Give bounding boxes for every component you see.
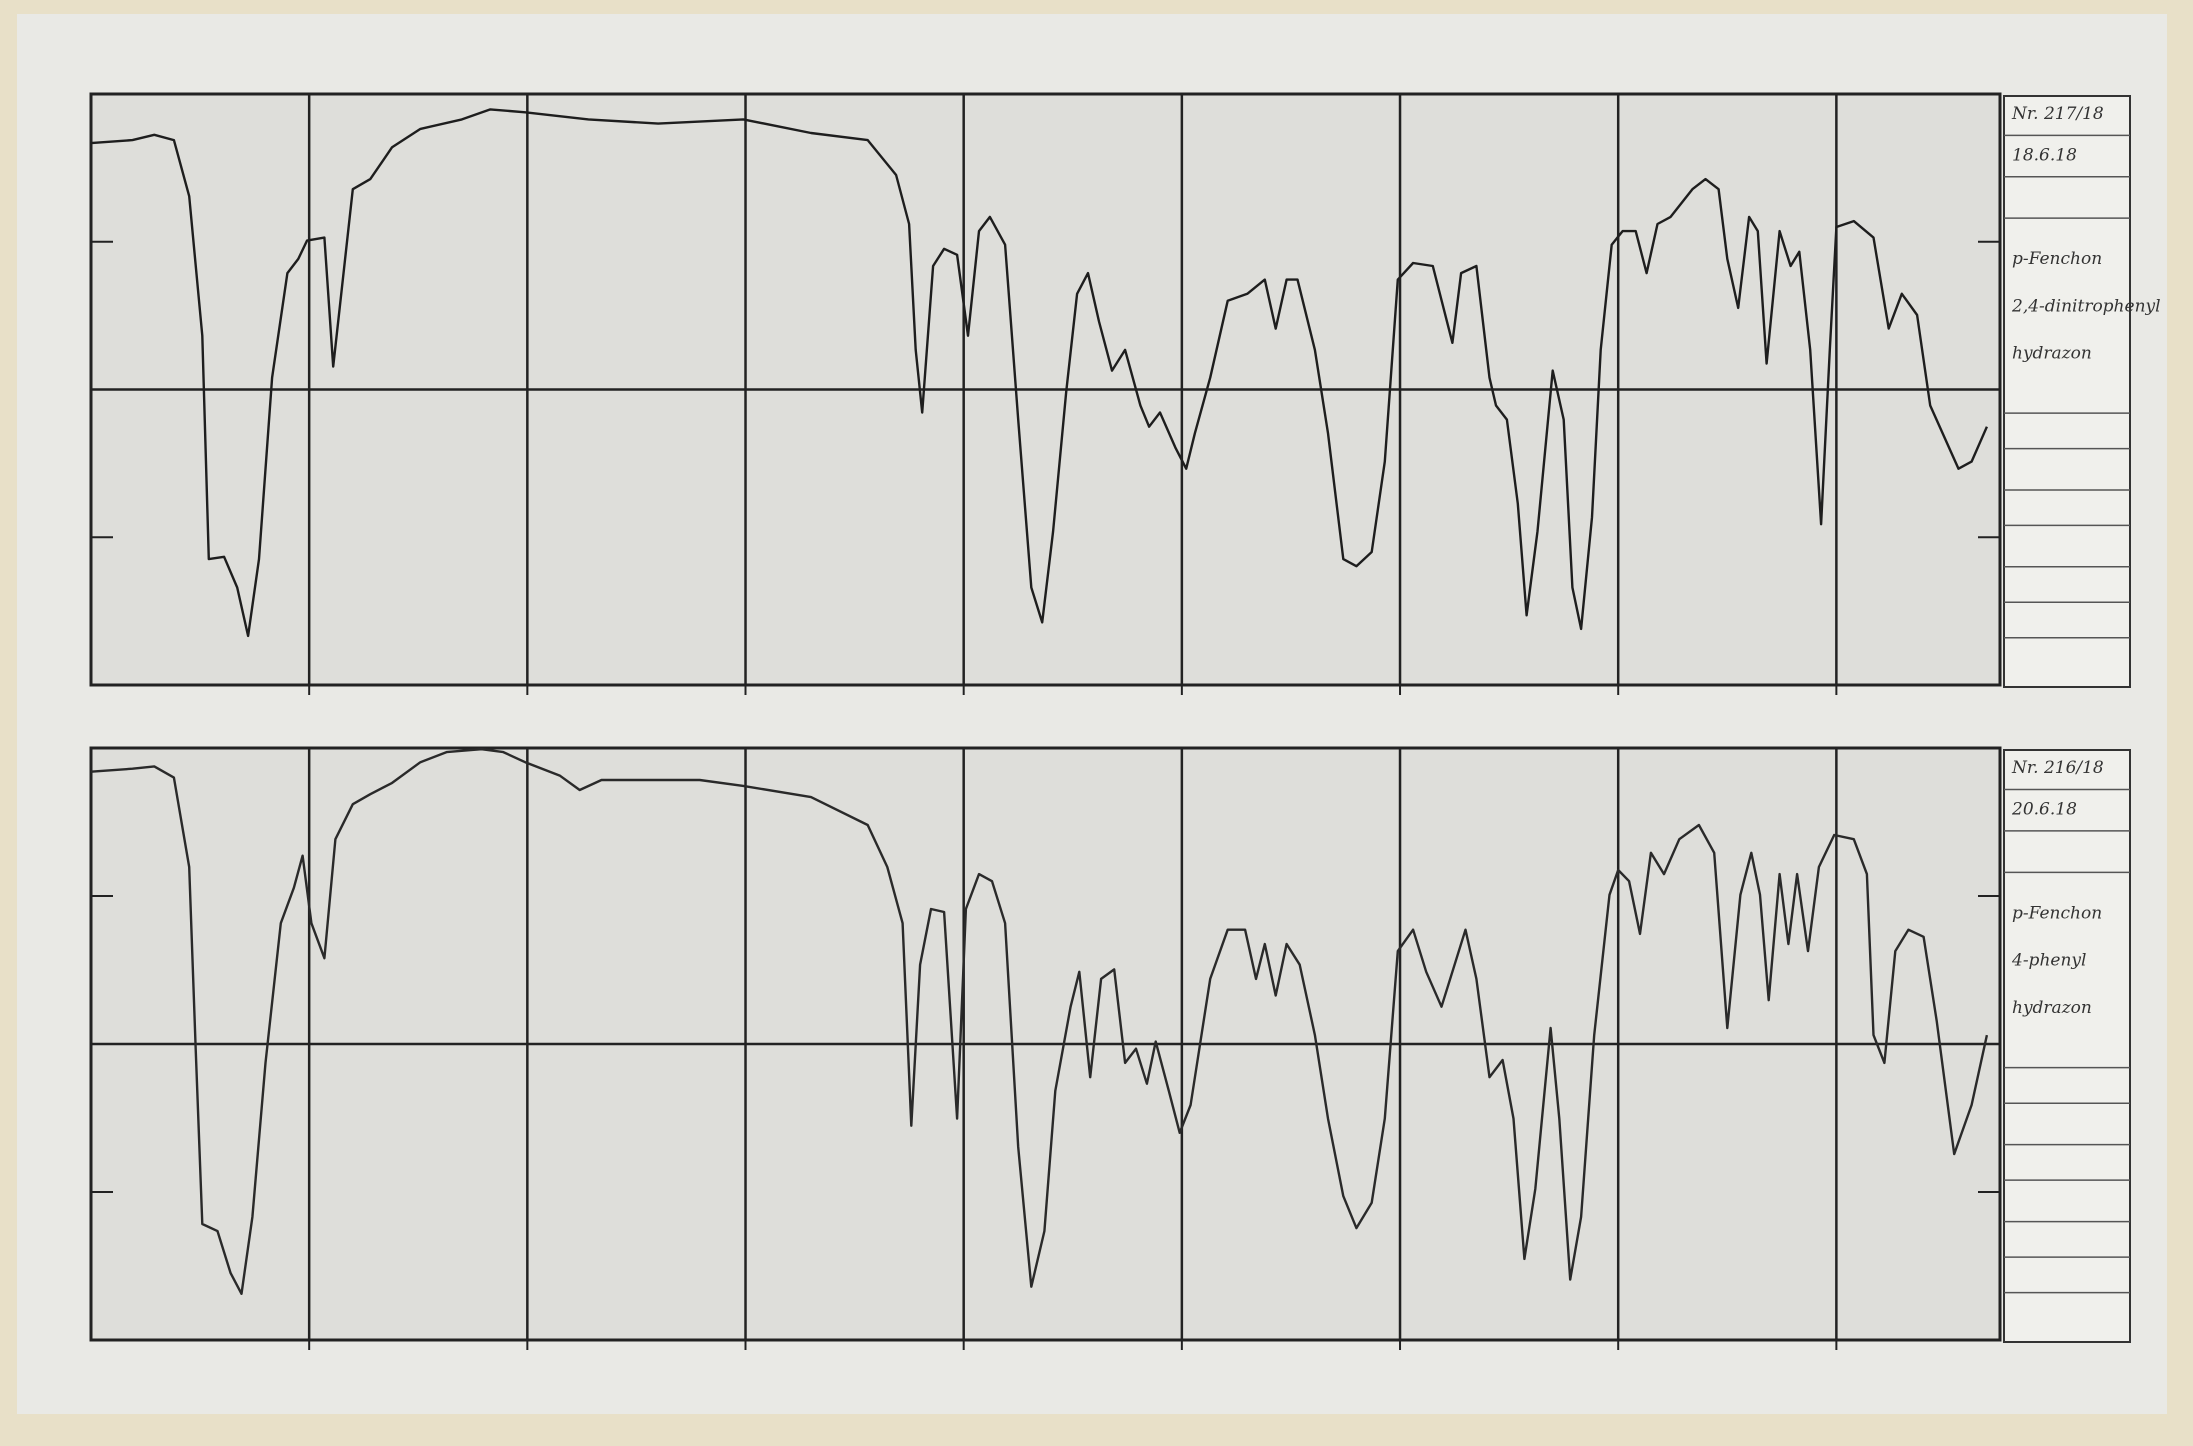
handwritten-note: hydrazon: [2012, 998, 2092, 1018]
handwritten-note: 2,4-dinitrophenyl: [2011, 296, 2161, 316]
page: {"chart_data": [ {"type": "line", "color…: [0, 0, 2193, 1446]
handwritten-note: p-Fenchon: [2012, 903, 2102, 923]
handwritten-note: 18.6.18: [2012, 146, 2077, 166]
handwritten-note: p-Fenchon: [2012, 249, 2102, 269]
photo: Nr. 217/18 18.6.18 p-Fenchon 2,4-dinitrophe…: [0, 0, 2193, 1446]
handwritten-note: Nr. 217/18: [2011, 104, 2104, 124]
form-panel: [2004, 96, 2130, 687]
handwritten-note: 4-phenyl: [2011, 951, 2086, 971]
handwritten-note: Nr. 216/18: [2011, 758, 2104, 778]
form-panel: [2004, 750, 2130, 1342]
handwritten-note: hydrazon: [2012, 344, 2092, 364]
handwritten-note: 20.6.18: [2011, 800, 2077, 820]
